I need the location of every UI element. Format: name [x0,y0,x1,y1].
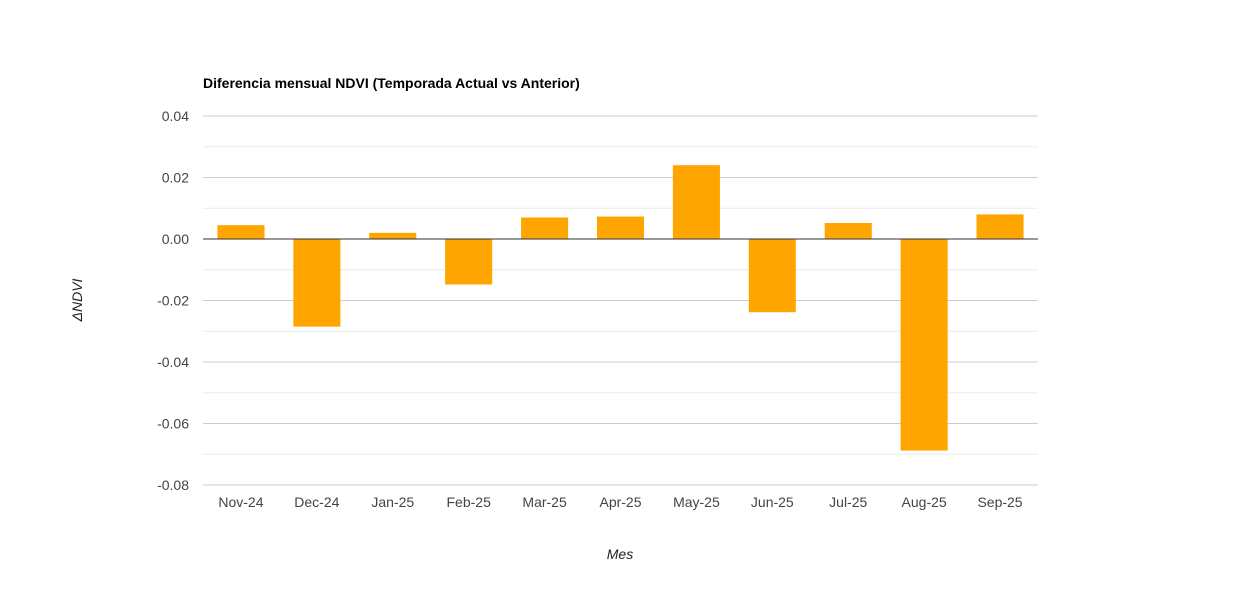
x-axis-tick-labels: Nov-24 Dec-24 Jan-25 Feb-25 Mar-25 Apr-25 May-… [218,494,1022,510]
bars [217,165,1024,451]
x-tick-label: May-25 [673,494,720,510]
x-tick-label: Jun-25 [751,494,794,510]
bar[interactable] [521,217,569,239]
bar[interactable] [217,225,265,239]
y-tick-label: -0.04 [157,354,189,370]
bar[interactable] [293,239,341,327]
y-tick-label: -0.06 [157,416,189,432]
y-tick-label: -0.02 [157,293,189,309]
x-tick-label: Dec-24 [294,494,339,510]
bar[interactable] [748,239,796,313]
bar[interactable] [824,223,872,239]
y-axis-tick-labels: 0.04 0.02 0.00 -0.02 -0.04 -0.06 -0.08 [157,108,189,493]
x-tick-label: Jan-25 [371,494,414,510]
x-tick-label: Sep-25 [977,494,1022,510]
bar[interactable] [445,239,493,285]
y-axis-title: ΔNDVI [69,278,85,322]
bar[interactable] [900,239,948,451]
x-tick-label: Feb-25 [447,494,492,510]
x-tick-label: Nov-24 [218,494,263,510]
y-tick-label: -0.08 [157,477,189,493]
y-tick-label: 0.02 [162,170,189,186]
bar[interactable] [672,165,720,239]
x-tick-label: Apr-25 [599,494,641,510]
bar[interactable] [369,232,417,239]
chart-title: Diferencia mensual NDVI (Temporada Actua… [203,75,580,91]
y-tick-label: 0.00 [162,231,189,247]
y-tick-label: 0.04 [162,108,189,124]
bar[interactable] [976,214,1024,239]
x-tick-label: Jul-25 [829,494,867,510]
x-axis-title: Mes [607,546,633,562]
x-tick-label: Aug-25 [902,494,947,510]
x-tick-label: Mar-25 [522,494,567,510]
bar[interactable] [596,216,645,239]
